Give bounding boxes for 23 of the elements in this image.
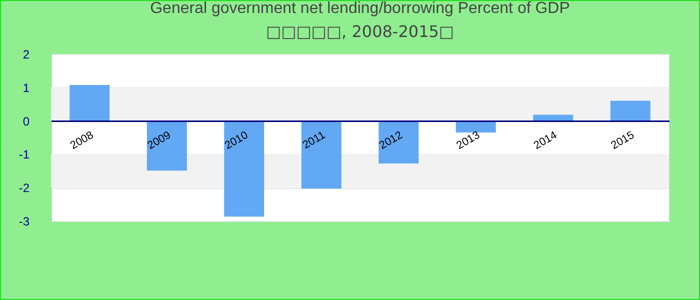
y-tick-label: 0	[22, 114, 30, 128]
y-tick-label: -1	[18, 148, 30, 162]
chart-subtitle: □□□□□, 2008-2015□	[266, 22, 454, 41]
x-tick-label: 2015	[609, 129, 636, 152]
y-tick-label: -2	[18, 181, 30, 196]
x-tick-label: 2012	[377, 129, 405, 152]
x-tick-label: 2011	[300, 129, 328, 152]
bar	[224, 120, 264, 217]
bar	[533, 114, 574, 121]
y-tick-label: 1	[22, 80, 30, 95]
x-tick-label: 2013	[454, 129, 482, 152]
bar	[301, 120, 342, 189]
x-tick-label: 2009	[146, 129, 173, 152]
bar	[610, 100, 650, 121]
chart-title: General government net lending/borrowing Percent of GDP	[150, 0, 570, 17]
x-tick-label: 2010	[222, 129, 250, 152]
y-tick-label: -3	[18, 214, 30, 228]
x-tick-label: 2008	[68, 129, 96, 152]
bar	[70, 85, 110, 121]
y-tick-label: 2	[22, 48, 30, 62]
bar	[378, 120, 419, 164]
x-tick-label: 2014	[532, 129, 560, 152]
bar	[146, 120, 187, 171]
